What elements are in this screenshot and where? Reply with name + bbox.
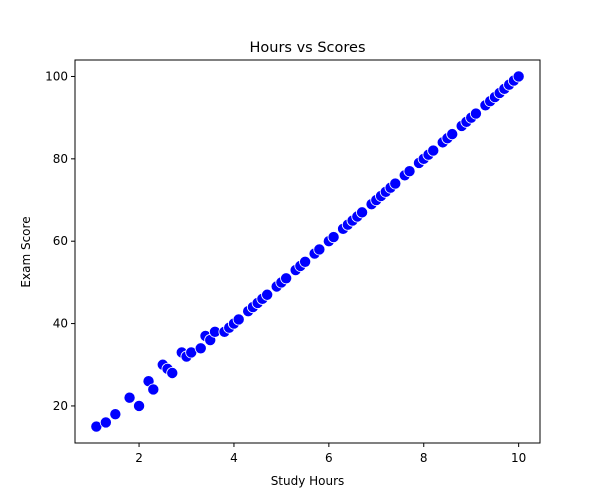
- data-point: [299, 255, 312, 268]
- data-point: [133, 399, 146, 412]
- plot-frame: [74, 59, 541, 444]
- data-points: [90, 70, 525, 433]
- data-point: [123, 391, 136, 404]
- y-tick-label: 40: [53, 317, 68, 331]
- data-point: [109, 408, 122, 421]
- x-tick-label: 8: [420, 451, 428, 465]
- y-tick-label: 60: [53, 234, 68, 248]
- data-point: [280, 272, 293, 285]
- y-axis-label: Exam Score: [19, 216, 33, 287]
- data-point: [389, 177, 402, 190]
- y-axis-ticks: 20 40 60 80 100: [45, 69, 75, 413]
- chart-title: Hours vs Scores: [250, 40, 366, 56]
- x-tick-label: 4: [230, 451, 238, 465]
- data-point: [313, 243, 326, 256]
- data-point: [99, 416, 112, 429]
- x-tick-label: 10: [511, 451, 526, 465]
- data-point: [327, 231, 340, 244]
- data-point: [232, 313, 245, 326]
- data-point: [356, 206, 369, 219]
- data-point: [166, 366, 179, 379]
- data-point: [469, 107, 482, 120]
- x-axis-ticks: 2 4 6 8 10: [135, 443, 526, 465]
- data-point: [446, 128, 459, 141]
- x-axis-label: Study Hours: [271, 474, 345, 488]
- x-tick-label: 2: [135, 451, 143, 465]
- y-tick-label: 80: [53, 152, 68, 166]
- x-tick-label: 6: [325, 451, 333, 465]
- y-tick-label: 100: [45, 69, 68, 83]
- data-point: [427, 144, 440, 157]
- data-point: [512, 70, 525, 83]
- y-tick-label: 20: [53, 399, 68, 413]
- data-point: [147, 383, 160, 396]
- data-point: [194, 342, 207, 355]
- data-point: [261, 288, 274, 301]
- data-point: [403, 165, 416, 178]
